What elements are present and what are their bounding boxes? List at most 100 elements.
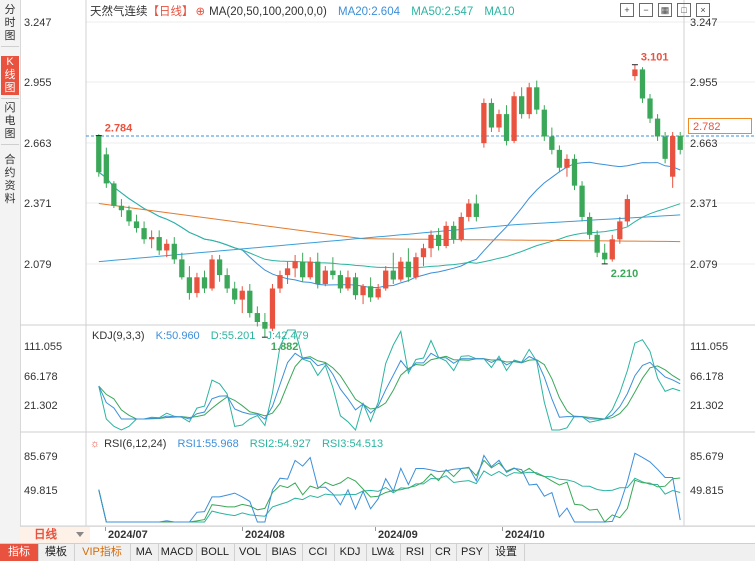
rsi1-line — [98, 452, 681, 523]
rsi-axis-left-label: 49.815 — [24, 485, 58, 497]
candle-body — [677, 136, 683, 150]
rsi-header: ☼ RSI(6,12,24) RSI1:55.968 RSI2:54.927 RS… — [90, 438, 391, 450]
rsi3-line — [98, 470, 681, 523]
candle-body — [352, 277, 359, 296]
candle-body — [126, 210, 132, 222]
candle-body — [586, 216, 593, 235]
ma100-line — [98, 203, 681, 243]
rsi2-line — [98, 459, 681, 523]
candle-body — [209, 259, 215, 289]
price-markers: 2.784 1.882 3.101 2.210 — [95, 52, 669, 353]
kdj-header: KDJ(9,3,3) K:50.960 D:55.201 J:42.479 — [92, 330, 317, 342]
instrument-name: 天然气连续 — [90, 6, 148, 18]
price-axis-right-label: 2.371 — [690, 198, 718, 210]
indicator-tab-2[interactable]: VIP指标 — [74, 544, 131, 561]
kdj-k-value: K:50.960 — [155, 330, 200, 342]
candle-body — [239, 290, 245, 300]
indicator-tab-14[interactable]: 设置 — [488, 544, 525, 561]
candle-body — [194, 277, 200, 293]
indicator-tab-9[interactable]: KDJ — [334, 544, 367, 561]
sidebar-tab-3[interactable]: 合约资料 — [4, 154, 16, 205]
candle-body — [435, 234, 442, 246]
candle-body — [337, 275, 344, 289]
candle-body — [473, 203, 479, 217]
price-axis-right-label: 2.079 — [690, 259, 718, 271]
indicator-tab-3[interactable]: MA — [130, 544, 159, 561]
sidebar-divider — [1, 98, 19, 99]
indicator-tab-10[interactable]: LW& — [366, 544, 401, 561]
candle-body — [375, 288, 381, 298]
fullscreen-icon[interactable]: □ — [677, 3, 691, 17]
sidebar-tab-0[interactable]: 分时图 — [4, 4, 16, 42]
candle-body — [284, 268, 291, 276]
candle-body — [315, 261, 321, 284]
chart-area[interactable]: 2.784 1.882 3.101 2.210 3.247 3.247 2.955 2.95… — [20, 0, 755, 526]
indicator-tab-6[interactable]: VOL — [234, 544, 267, 561]
candle-body — [519, 96, 525, 115]
candle-body — [624, 199, 631, 222]
chart-settings-icon[interactable]: ▦ — [658, 3, 672, 17]
indicator-tab-12[interactable]: CR — [430, 544, 457, 561]
grid-lines — [20, 0, 755, 526]
marker-low: 1.882 — [271, 341, 299, 353]
indicator-tab-4[interactable]: MACD — [158, 544, 197, 561]
ma50-line — [98, 171, 681, 269]
kdj-axis-left-label: 21.302 — [24, 400, 58, 412]
date-tick — [105, 527, 106, 531]
candle-body — [148, 237, 155, 240]
indicator-tab-0[interactable]: 指标 — [0, 544, 39, 561]
rsi-settings-icon[interactable]: ☼ — [90, 438, 101, 450]
candle-body — [398, 261, 404, 280]
candle-body — [300, 261, 306, 278]
candle-body — [292, 261, 298, 269]
candle-body — [541, 109, 547, 137]
price-axis-right-label: 2.663 — [690, 138, 718, 150]
sidebar-tab-2[interactable]: 闪电图 — [4, 102, 16, 140]
marker-high: 3.101 — [641, 52, 669, 64]
candle-body — [179, 259, 185, 278]
candle-body — [269, 288, 276, 329]
candle-body — [232, 288, 238, 300]
candle-body — [262, 322, 268, 329]
period-select[interactable]: 日线 — [20, 527, 90, 543]
close-icon[interactable]: × — [696, 3, 710, 17]
candle-body — [451, 225, 457, 240]
kdj-axis-right-label: 66.178 — [690, 371, 724, 383]
kdj-j-line — [98, 329, 681, 431]
candle-body — [602, 252, 608, 260]
candle-body — [549, 136, 555, 150]
candle-body — [670, 136, 676, 177]
kdj-k-line — [98, 352, 681, 420]
rsi2-value: RSI2:54.927 — [249, 438, 311, 450]
price-axis-right-label: 2.955 — [690, 77, 718, 89]
indicator-tab-11[interactable]: RSI — [400, 544, 431, 561]
date-label: 2024/07 — [108, 529, 148, 541]
indicator-tab-7[interactable]: BIAS — [266, 544, 303, 561]
candle-body — [277, 275, 283, 289]
indicator-tab-1[interactable]: 模板 — [38, 544, 75, 561]
price-axis-right-label: 3.247 — [690, 17, 718, 29]
indicator-tab-8[interactable]: CCI — [302, 544, 335, 561]
candle-body — [428, 234, 434, 249]
candle-body — [654, 118, 661, 137]
zoom-out-icon[interactable]: − — [639, 3, 653, 17]
candle-body — [413, 257, 419, 278]
candle-body — [458, 216, 464, 240]
indicator-tab-13[interactable]: PSY — [456, 544, 489, 561]
ma-settings-icon[interactable]: ⊕ — [195, 6, 206, 18]
candle-body — [330, 270, 336, 276]
indicator-tab-5[interactable]: BOLL — [196, 544, 235, 561]
candle-body — [360, 286, 366, 296]
candle-body — [111, 183, 117, 206]
ma200-line — [98, 214, 681, 263]
ma-params: MA(20,50,100,200,0,0) — [209, 6, 327, 18]
candle-body — [345, 277, 351, 289]
candle-body — [564, 158, 570, 168]
candle-body — [617, 221, 623, 240]
zoom-in-icon[interactable]: + — [620, 3, 634, 17]
ma20-value: MA20:2.604 — [337, 6, 400, 18]
candle-body — [632, 69, 638, 77]
candle-body — [224, 275, 230, 289]
rsi-title: RSI(6,12,24) — [104, 438, 167, 450]
